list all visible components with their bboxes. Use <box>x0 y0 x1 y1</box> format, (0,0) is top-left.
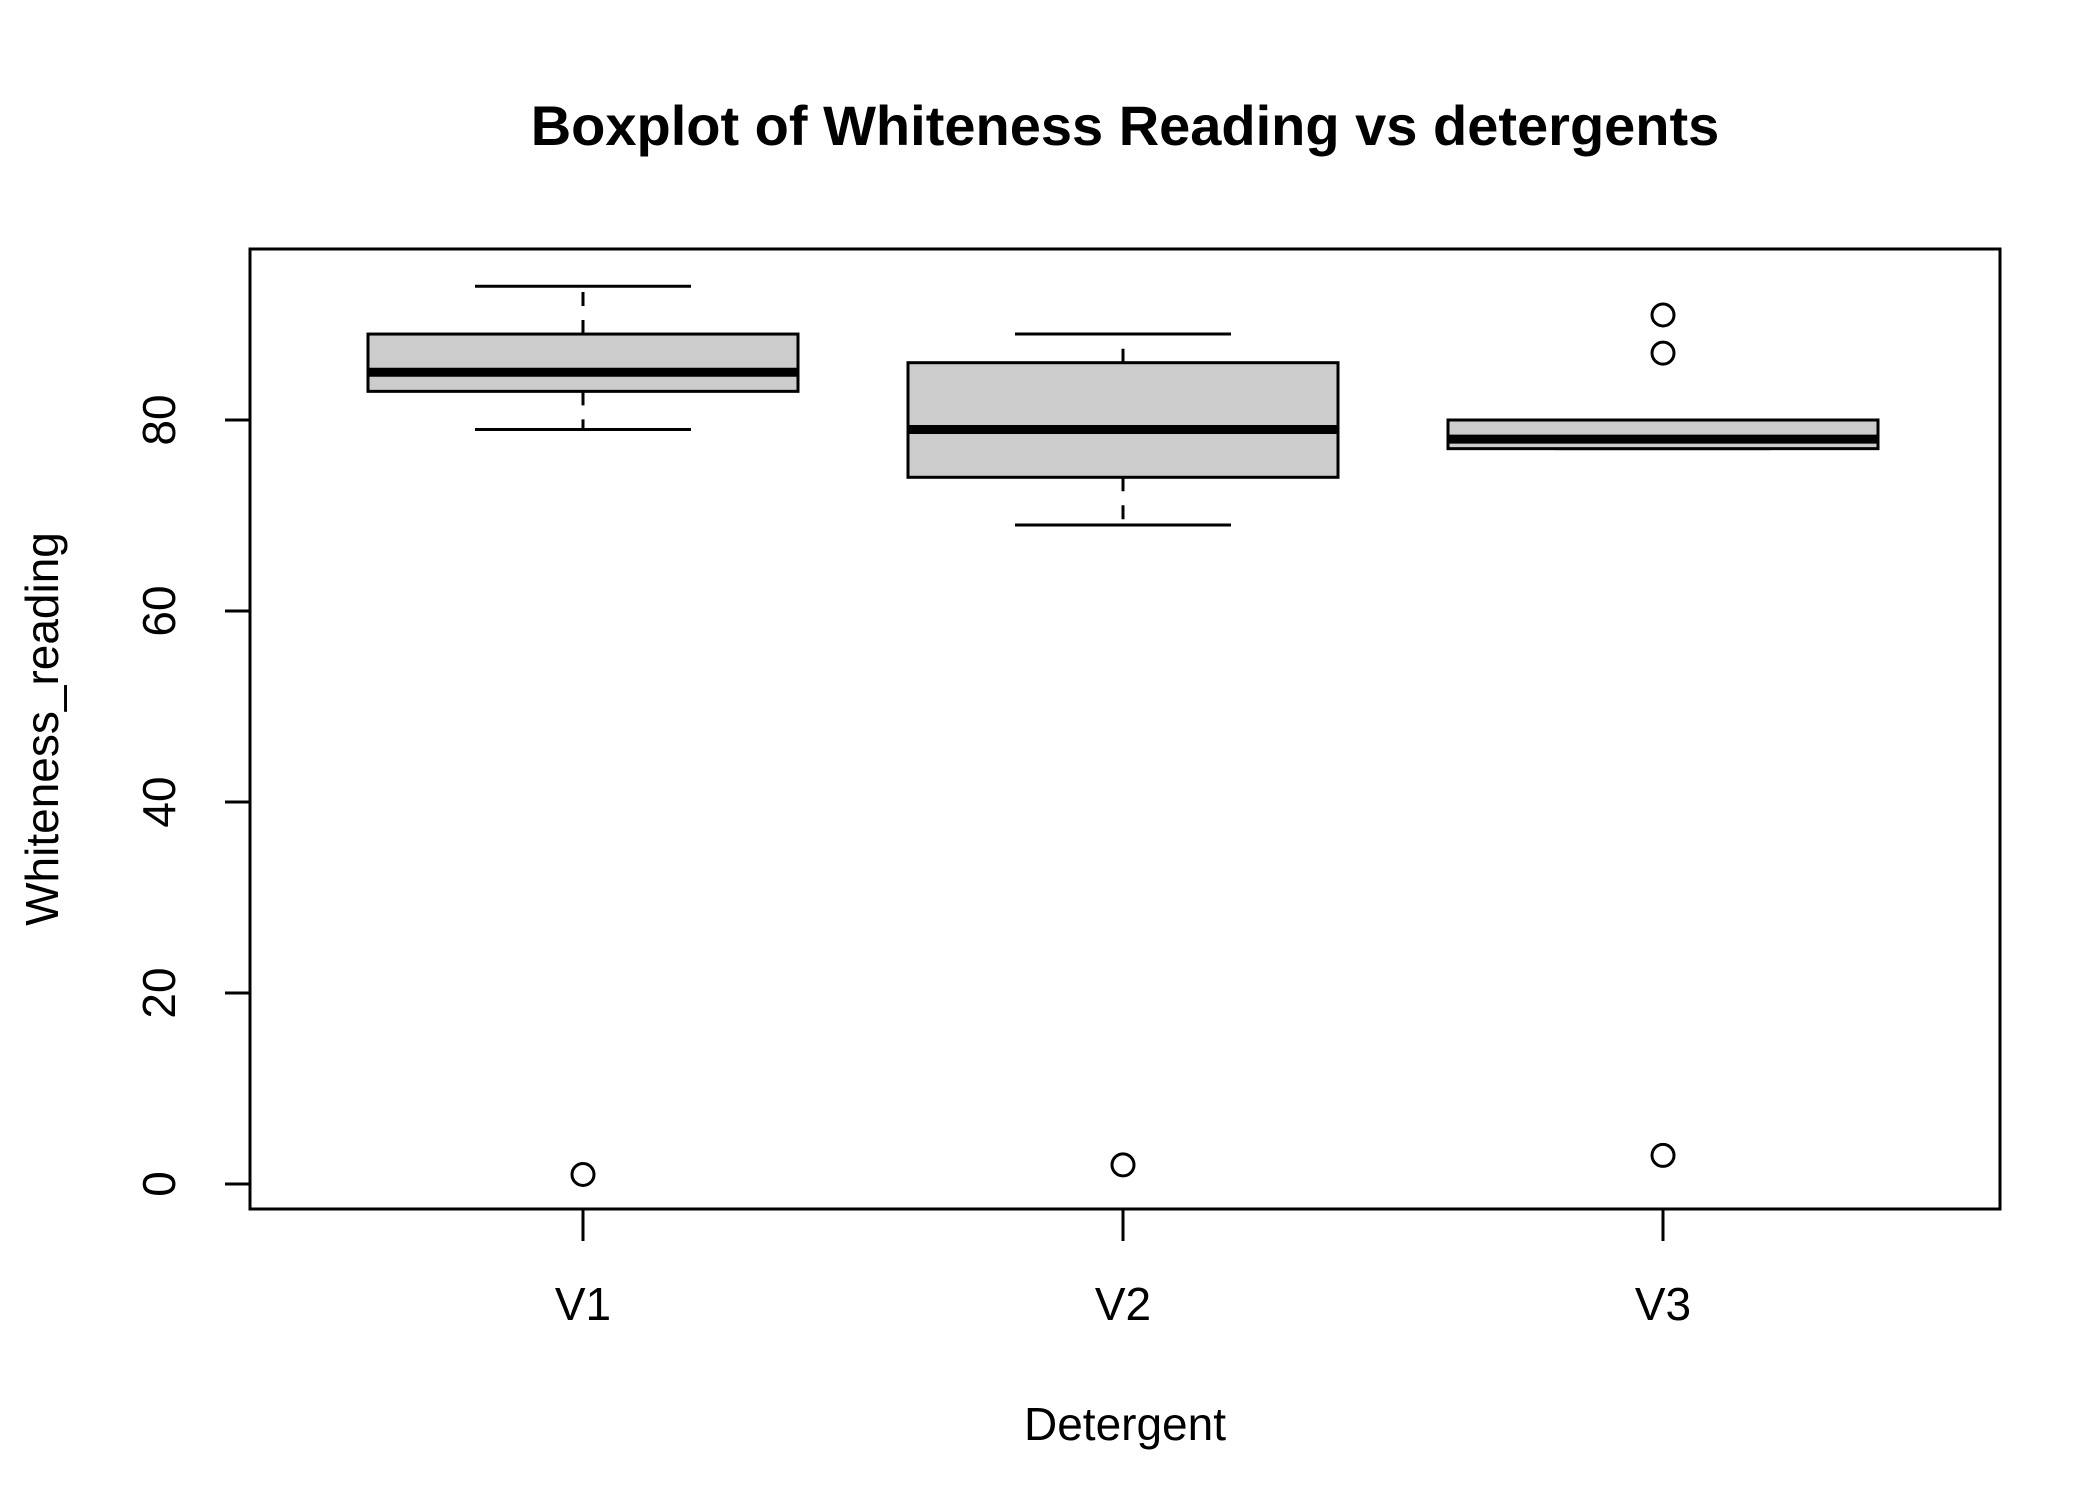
x-tick-label: V2 <box>1095 1278 1151 1330</box>
y-axis-label: Whiteness_reading <box>16 532 68 926</box>
y-tick-label: 40 <box>133 776 185 827</box>
box-V3 <box>1446 302 1880 1168</box>
y-tick-label: 60 <box>133 585 185 636</box>
x-tick-label: V3 <box>1635 1278 1691 1330</box>
iqr-box <box>1446 418 1880 451</box>
box-V2 <box>906 332 1340 1178</box>
y-tick-label: 20 <box>133 967 185 1018</box>
x-axis: V1 V2 V3 <box>555 1209 1691 1330</box>
box-V1 <box>366 284 800 1187</box>
outlier-point <box>1110 1152 1136 1178</box>
x-axis-label: Detergent <box>1024 1398 1226 1450</box>
iqr-box <box>366 332 800 393</box>
outlier-point <box>1650 1142 1676 1168</box>
chart-title: Boxplot of Whiteness Reading vs detergen… <box>531 94 1720 157</box>
outlier-point <box>1650 340 1676 366</box>
y-tick-label: 0 <box>133 1171 185 1197</box>
boxes-group <box>366 284 1880 1187</box>
y-tick-label: 80 <box>133 394 185 445</box>
iqr-box <box>906 361 1340 479</box>
outlier-point <box>570 1161 596 1187</box>
outlier-point <box>1650 302 1676 328</box>
x-tick-label: V1 <box>555 1278 611 1330</box>
y-axis: 0 20 40 60 80 <box>133 394 252 1197</box>
